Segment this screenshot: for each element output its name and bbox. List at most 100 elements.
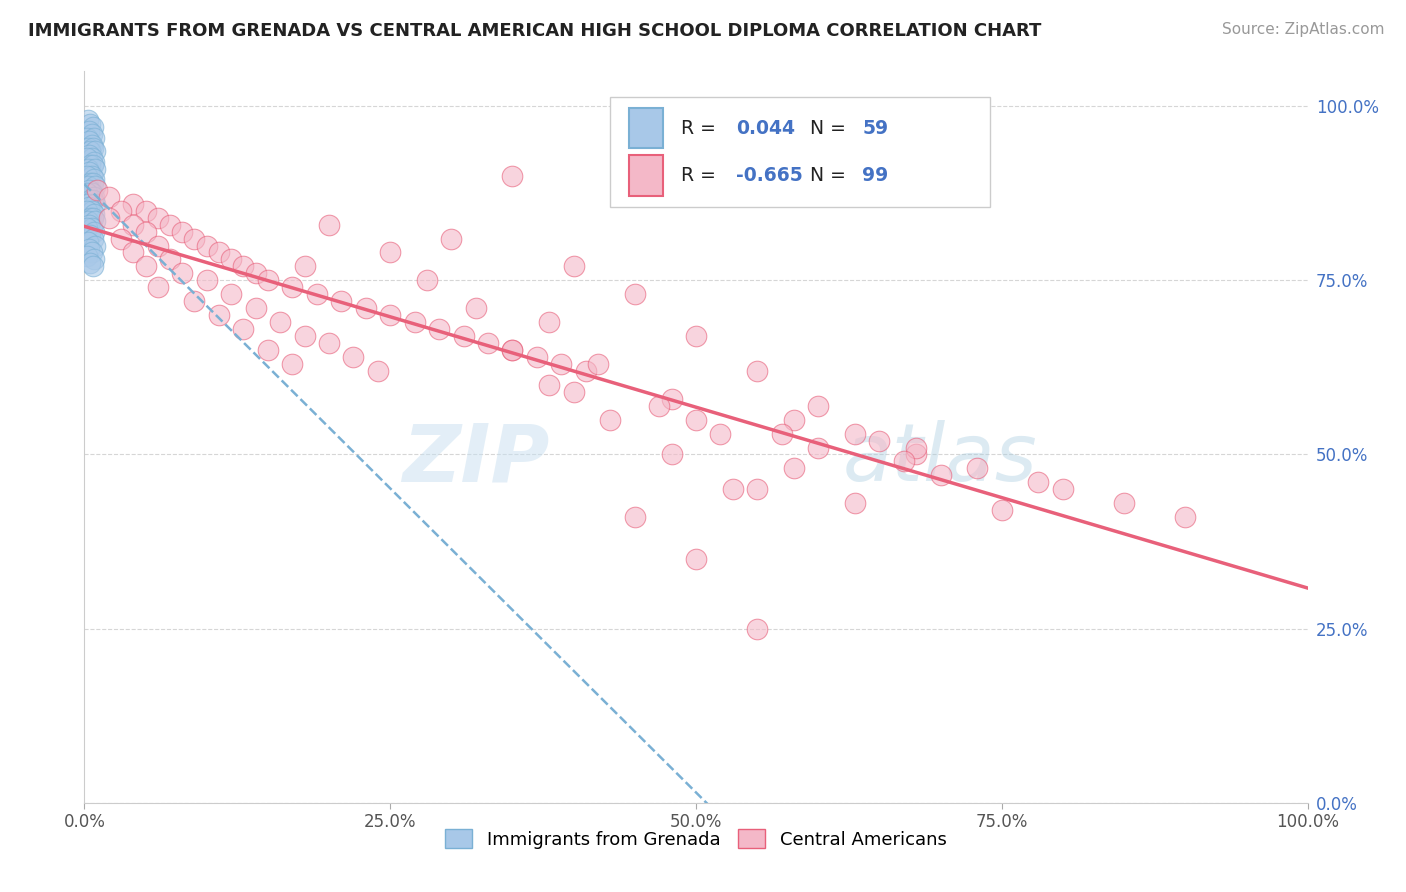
FancyBboxPatch shape [610, 97, 990, 207]
Point [80, 137, 103, 152]
Point [80, 186, 103, 201]
Text: -0.665: -0.665 [737, 166, 803, 186]
Point [76, 169, 98, 183]
Point [195, 273, 218, 287]
Point [380, 245, 402, 260]
Point [80, 152, 103, 166]
Point [685, 329, 707, 343]
Point [929, 468, 952, 483]
Point [122, 218, 145, 232]
Point [172, 225, 194, 239]
Point [135, 260, 157, 274]
Point [550, 357, 572, 371]
Point [122, 245, 145, 260]
Point [77, 113, 100, 128]
Text: N =: N = [810, 119, 845, 137]
Point [83, 155, 105, 169]
Point [440, 231, 463, 245]
Point [135, 225, 157, 239]
Text: 99: 99 [862, 166, 889, 186]
Point [82, 260, 104, 274]
Point [747, 483, 769, 497]
Point [219, 252, 242, 267]
Point [281, 280, 304, 294]
Point [76, 203, 98, 218]
Point [538, 377, 561, 392]
Point [110, 203, 132, 218]
Point [80, 127, 103, 141]
Point [77, 183, 100, 197]
Point [183, 294, 205, 309]
Point [305, 287, 328, 301]
Point [905, 441, 928, 455]
Point [77, 218, 100, 232]
Point [80, 169, 103, 183]
Point [146, 238, 169, 252]
Point [869, 434, 891, 448]
Text: 0.044: 0.044 [737, 119, 796, 137]
Point [294, 329, 316, 343]
Point [562, 384, 585, 399]
Point [502, 343, 524, 357]
Point [84, 145, 107, 159]
Point [1174, 510, 1197, 524]
Point [82, 231, 104, 245]
FancyBboxPatch shape [628, 108, 664, 148]
Point [77, 235, 100, 249]
Point [502, 169, 524, 183]
Point [575, 364, 598, 378]
Point [77, 161, 100, 176]
Text: N =: N = [810, 166, 845, 186]
Point [77, 141, 100, 155]
Point [807, 399, 830, 413]
Point [77, 200, 100, 214]
Point [79, 193, 101, 207]
Text: R =: R = [682, 119, 716, 137]
Point [318, 218, 340, 232]
Point [82, 141, 104, 155]
Point [97, 211, 120, 225]
Point [84, 214, 107, 228]
Point [82, 120, 104, 134]
Point [905, 448, 928, 462]
Point [76, 130, 98, 145]
Text: Source: ZipAtlas.com: Source: ZipAtlas.com [1222, 22, 1385, 37]
Point [82, 158, 104, 172]
Point [82, 176, 104, 190]
Point [83, 190, 105, 204]
Point [1028, 475, 1050, 490]
Point [80, 245, 103, 260]
Point [661, 448, 683, 462]
Point [146, 211, 169, 225]
Point [76, 249, 98, 263]
Text: R =: R = [682, 166, 716, 186]
Point [599, 412, 621, 426]
Point [648, 399, 671, 413]
Point [77, 123, 100, 137]
Point [77, 179, 100, 194]
Point [172, 266, 194, 280]
Point [844, 426, 866, 441]
Point [257, 273, 280, 287]
Point [330, 294, 353, 309]
Point [685, 552, 707, 566]
Point [464, 301, 486, 316]
Point [342, 350, 364, 364]
Point [122, 196, 145, 211]
Point [807, 441, 830, 455]
Point [685, 412, 707, 426]
Point [83, 207, 105, 221]
Text: atlas: atlas [842, 420, 1038, 498]
Point [844, 496, 866, 510]
Point [83, 252, 105, 267]
Point [966, 461, 988, 475]
Point [86, 183, 108, 197]
Point [77, 242, 100, 256]
Point [76, 186, 98, 201]
Point [135, 203, 157, 218]
Point [562, 260, 585, 274]
FancyBboxPatch shape [628, 155, 664, 195]
Point [77, 196, 100, 211]
Point [79, 145, 101, 159]
Text: 59: 59 [862, 119, 889, 137]
